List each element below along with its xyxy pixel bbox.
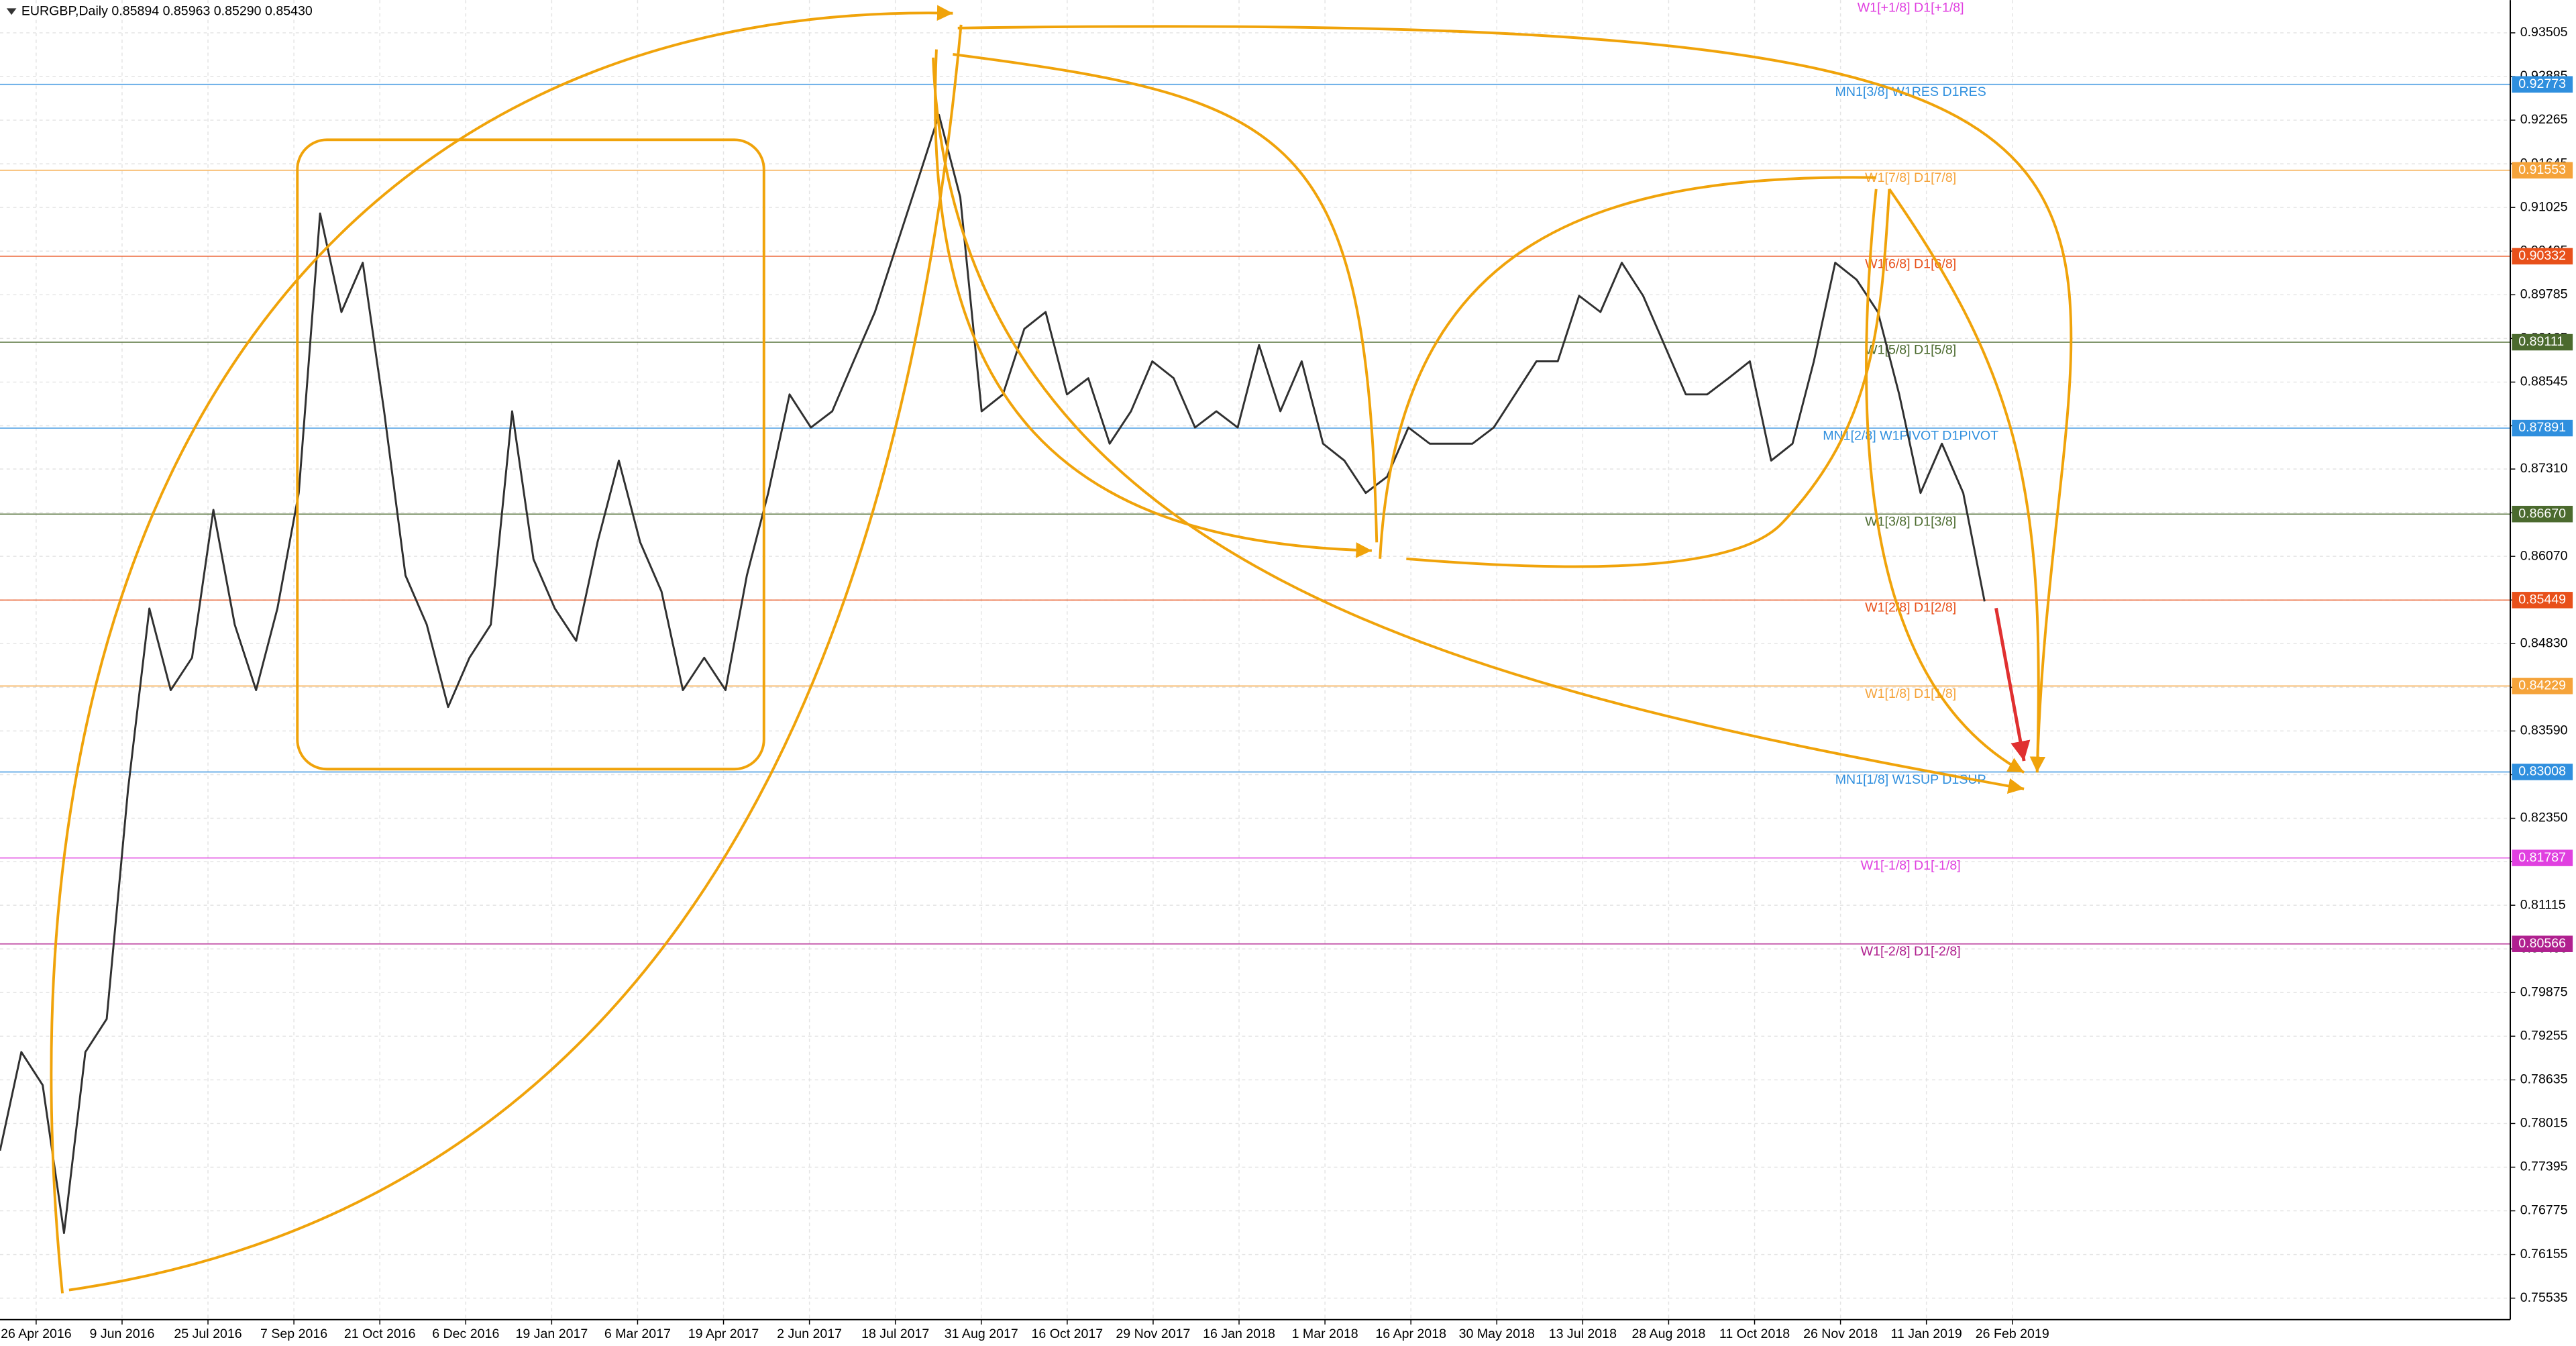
price-tag — [2512, 333, 2573, 351]
y-tick-label: 0.91025 — [2520, 199, 2568, 214]
series — [0, 113, 1986, 1235]
y-tick-label: 0.89785 — [2520, 287, 2568, 301]
range-box — [296, 138, 765, 771]
x-tick-label: 1 Mar 2018 — [1292, 1327, 1358, 1341]
y-tick-label: 0.82350 — [2520, 811, 2568, 825]
price-tag-label: 0.90332 — [2518, 248, 2566, 263]
x-tick-label: 11 Jan 2019 — [1891, 1327, 1962, 1341]
y-tick-label: 0.75535 — [2520, 1290, 2568, 1305]
level-label: MN1[2/8] W1PIVOT D1PIVOT — [1823, 428, 1998, 443]
levels: MN1[3/8] W1RES D1RES W1[7/8] D1[7/8] W1[6/… — [0, 83, 2511, 959]
x-tick-label: 26 Feb 2019 — [1976, 1327, 2049, 1341]
y-tick-label: 0.79255 — [2520, 1028, 2568, 1043]
level-label: W1[2/8] D1[2/8] — [1865, 601, 1956, 615]
x-tick-label: 13 Jul 2018 — [1549, 1327, 1617, 1341]
price-tag — [2512, 678, 2573, 694]
y-tick-label: 0.81115 — [2520, 897, 2566, 912]
x-tick-label: 19 Jan 2017 — [515, 1327, 588, 1341]
price-tag-label: 0.84229 — [2518, 678, 2566, 693]
level-label: W1[5/8] D1[5/8] — [1865, 342, 1956, 357]
y-tick-label: 0.79875 — [2520, 984, 2568, 999]
menu-arrow — [6, 8, 17, 15]
price-tag-label: 0.91553 — [2518, 162, 2566, 177]
y-tick-label: 0.77395 — [2520, 1159, 2568, 1174]
x-tick-label: 2 Jun 2017 — [777, 1327, 842, 1341]
price-tags: 0.92773 0.91553 0.90332 0.89111 0.87891 0.866… — [2512, 76, 2573, 952]
price-tag — [2512, 162, 2573, 179]
curve — [50, 5, 953, 1294]
x-tick-label: 21 Oct 2016 — [344, 1327, 416, 1341]
x-tick-label: 7 Sep 2016 — [260, 1327, 327, 1341]
x-tick-label: 9 Jun 2016 — [90, 1327, 155, 1341]
curve — [957, 25, 2073, 773]
level-label: W1[+1/8] D1[+1/8] — [1858, 1, 1964, 15]
curve — [953, 53, 1379, 543]
drawings — [50, 5, 2073, 1294]
y-tick-label: 0.76775 — [2520, 1203, 2568, 1218]
y-tick-label: 0.76155 — [2520, 1247, 2568, 1261]
y-tick-label: 0.86070 — [2520, 548, 2568, 563]
y-tick-label: 0.87310 — [2520, 461, 2568, 476]
curve — [1864, 189, 2025, 774]
x-tick-label: 11 Oct 2018 — [1719, 1327, 1790, 1341]
level-label: W1[6/8] D1[6/8] — [1865, 256, 1956, 271]
curve — [932, 57, 2025, 794]
x-tick-label: 6 Mar 2017 — [604, 1327, 671, 1341]
y-tick-label: 0.78635 — [2520, 1072, 2568, 1087]
level-label: MN1[1/8] W1SUP D1SUP — [1835, 772, 1986, 787]
x-tick-label: 6 Dec 2016 — [432, 1327, 499, 1341]
y-tick-label: 0.93505 — [2520, 25, 2568, 40]
x-tick-label: 16 Apr 2018 — [1375, 1327, 1446, 1341]
y-tick-label: 0.88545 — [2520, 374, 2568, 389]
level-label: W1[1/8] D1[1/8] — [1865, 686, 1956, 701]
x-tick-label: 28 Aug 2018 — [1631, 1327, 1705, 1341]
y-tick-label: 0.83590 — [2520, 723, 2568, 738]
level-label: MN1[3/8] W1RES D1RES — [1835, 85, 1986, 99]
price-tag — [2512, 248, 2573, 265]
x-tick-label: 30 May 2018 — [1459, 1327, 1535, 1341]
y-tick-label: 0.78015 — [2520, 1116, 2568, 1131]
price-tag-label: 0.85449 — [2518, 592, 2566, 607]
chart-title: EURGBP,Daily 0.85894 0.85963 0.85290 0.8… — [21, 3, 313, 18]
x-tick-label: 19 Apr 2017 — [688, 1327, 759, 1341]
curve — [1888, 188, 2040, 773]
price-tag-label: 0.86670 — [2518, 506, 2566, 521]
price-tag-label: 0.87891 — [2518, 420, 2566, 435]
x-tick-label: 26 Apr 2016 — [1, 1327, 72, 1341]
x-tick-label: 16 Oct 2017 — [1032, 1327, 1104, 1341]
grid — [0, 0, 2511, 1320]
x-tick-label: 31 Aug 2017 — [945, 1327, 1018, 1341]
price-tag — [2512, 505, 2573, 523]
price-tag — [2512, 935, 2573, 952]
price-tag-label: 0.89111 — [2518, 334, 2564, 349]
curve — [68, 24, 963, 1292]
curve — [934, 49, 1372, 558]
price-tag — [2512, 849, 2573, 866]
level-label: W1[7/8] D1[7/8] — [1865, 170, 1956, 185]
price-tag-label: 0.92773 — [2518, 76, 2566, 91]
y-tick-label: 0.84830 — [2520, 635, 2568, 650]
arrow — [1994, 607, 2031, 762]
price-line — [0, 113, 1986, 1235]
level-label: W1[-2/8] D1[-2/8] — [1861, 944, 1961, 959]
x-tick-label: 25 Jul 2016 — [174, 1327, 241, 1341]
x-tick-label: 18 Jul 2017 — [861, 1327, 929, 1341]
level-label: W1[-1/8] D1[-1/8] — [1861, 858, 1961, 873]
level-label: W1[3/8] D1[3/8] — [1865, 515, 1956, 529]
y-tick-label: 0.92265 — [2520, 112, 2568, 127]
curve — [1379, 176, 1876, 559]
x-tick-label: 29 Nov 2017 — [1116, 1327, 1190, 1341]
price-tag-label: 0.81787 — [2518, 850, 2566, 865]
price-tag — [2512, 764, 2573, 780]
price-tag-label: 0.83008 — [2518, 764, 2566, 779]
price-tag — [2512, 592, 2573, 609]
price-tag — [2512, 419, 2573, 437]
price-tag-label: 0.80566 — [2518, 936, 2566, 951]
x-tick-label: 26 Nov 2018 — [1803, 1327, 1878, 1341]
curve — [1406, 521, 1784, 568]
x-tick-label: 16 Jan 2018 — [1203, 1327, 1275, 1341]
price-tag — [2512, 76, 2573, 93]
